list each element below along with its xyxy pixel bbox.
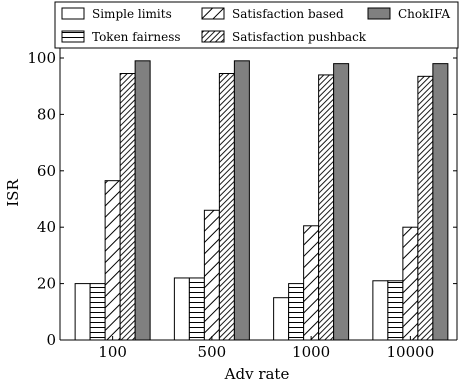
x-tick-label-100: 100 [98,343,127,361]
x-tick-label-1000: 1000 [292,343,330,361]
bar-chokifa-500 [233,60,250,341]
bar-simple-limits-10000 [372,280,389,341]
y-axis-label: ISR [4,179,22,207]
legend-swatch-satisfaction-pushback [201,30,225,43]
y-tick-label-80: 80 [37,105,56,123]
bar-chokifa-10000 [432,63,449,341]
bar-satisfaction-pushback-1000 [318,74,335,341]
bar-chokifa-100 [134,60,151,341]
bar-satisfaction-based-1000 [303,225,320,341]
legend-label-simple-limits: Simple limits [92,7,172,21]
x-tick-label-500: 500 [198,343,227,361]
legend-label-chokifa: ChokIFA [398,7,450,21]
bar-token-fairness-10000 [387,280,404,341]
y-tick-label-20: 20 [37,275,56,293]
bar-satisfaction-based-100 [104,180,121,341]
bar-satisfaction-based-10000 [402,226,419,341]
legend-swatch-token-fairness [61,30,85,43]
bar-satisfaction-based-500 [203,209,220,341]
legend-label-token-fairness: Token fairness [92,30,181,44]
bar-simple-limits-100 [74,283,91,341]
bar-token-fairness-100 [89,283,106,341]
y-tick-label-60: 60 [37,162,56,180]
legend-swatch-chokifa [367,7,391,20]
legend-box [54,1,459,49]
bar-satisfaction-pushback-500 [218,73,235,341]
bar-token-fairness-500 [188,277,205,341]
legend-label-satisfaction-pushback: Satisfaction pushback [232,30,367,44]
y-tick-label-0: 0 [46,331,56,349]
plot-area: 100 500 1000 10000 0 20 40 60 80 100 [27,48,458,361]
bar-satisfaction-pushback-10000 [417,75,434,341]
x-tick-label-10000: 10000 [387,343,435,361]
bar-satisfaction-pushback-100 [119,73,136,341]
bar-chokifa-1000 [333,63,350,341]
y-tick-label-40: 40 [37,218,56,236]
legend-label-satisfaction-based: Satisfaction based [232,7,344,21]
y-tick-label-100: 100 [27,49,56,67]
bar-token-fairness-1000 [288,283,305,341]
legend: Simple limits Token fairness Satisfaction … [54,1,459,49]
x-axis-label: Adv rate [224,365,290,383]
legend-swatch-satisfaction-based [201,7,225,20]
legend-swatch-simple-limits [61,7,85,20]
bar-simple-limits-500 [173,277,190,341]
bar-simple-limits-1000 [273,297,290,341]
